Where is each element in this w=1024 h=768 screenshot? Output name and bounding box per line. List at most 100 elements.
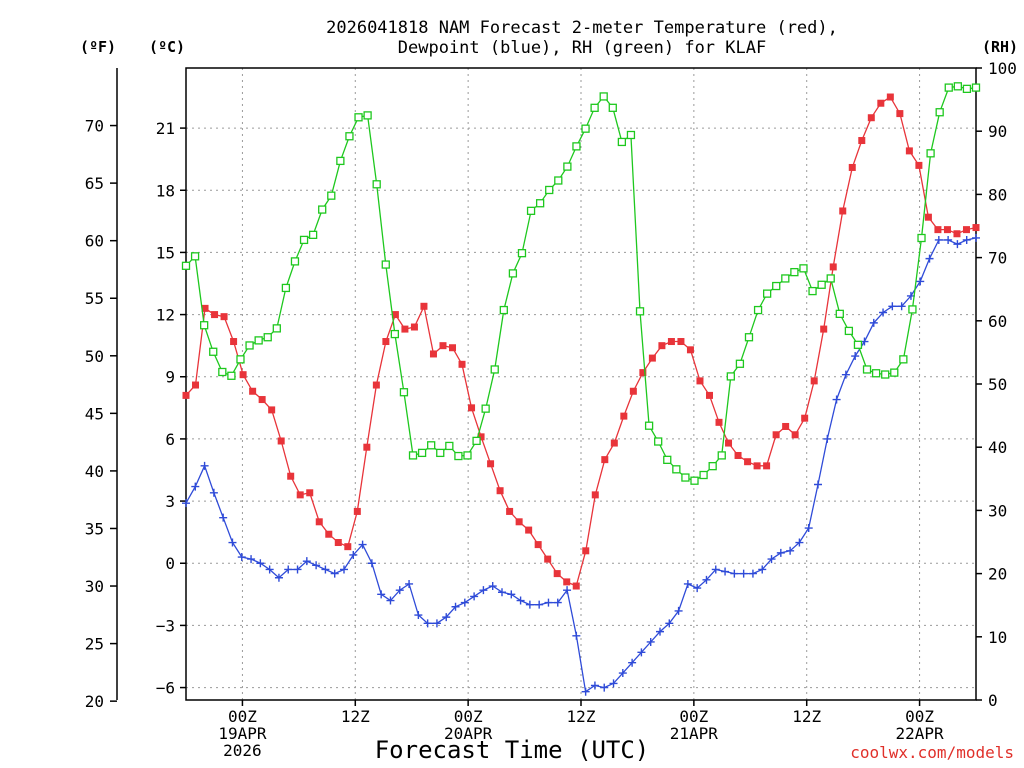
dewpoint-point (349, 550, 358, 559)
rh-point (681, 473, 690, 482)
rh-point (481, 404, 490, 413)
temperature-point (753, 462, 761, 470)
dewpoint-point (832, 395, 841, 404)
temperature-point (829, 263, 837, 271)
x-tick-label: 00Z (228, 707, 257, 726)
rh-point (717, 451, 726, 460)
celsius-axis-label: (ºC) (149, 38, 185, 56)
dewpoint-point (200, 461, 209, 470)
dewpoint-point (479, 586, 488, 595)
temperature-point (734, 451, 742, 459)
temperature-point (639, 369, 647, 377)
rh-point (599, 92, 608, 101)
temperature-point (696, 377, 704, 385)
temperature-point (372, 381, 380, 389)
dewpoint-point (739, 569, 748, 578)
rh-axis-label: (RH) (982, 38, 1018, 56)
rh-point (690, 476, 699, 485)
dewpoint-point (925, 254, 934, 263)
dewpoint-point (711, 565, 720, 574)
tick-labels: 20 25 30 35 40 45 50 55 60 65 70 −6 −3 0 3 6 9 12 15 18 21 0 1… (85, 59, 1017, 760)
dewpoint-point (442, 613, 451, 622)
temperature-point (886, 93, 894, 101)
temperature-point (705, 391, 713, 399)
dewpoint-point (841, 370, 850, 379)
temperature-point (686, 346, 694, 354)
dewpoint-point (888, 302, 897, 311)
rh-point (708, 462, 717, 471)
temperature-point (610, 439, 618, 447)
x-tick-label: 00Z (454, 707, 483, 726)
dewpoint-point (293, 565, 302, 574)
c-tick-label: 18 (156, 181, 175, 200)
rh-tick-label: 50 (988, 375, 1007, 394)
c-tick-label: 6 (165, 430, 175, 449)
temperature-point (553, 570, 561, 578)
rh-point (953, 82, 962, 91)
temperature-point (220, 313, 228, 321)
temperature-point (791, 431, 799, 439)
rh-point (635, 307, 645, 316)
dewpoint-point (488, 582, 497, 591)
c-tick-label: 0 (165, 554, 175, 573)
temperature-point (877, 99, 885, 107)
dewpoint-point (395, 586, 404, 595)
rh-point (762, 289, 772, 298)
temperature-point (487, 460, 495, 468)
rh-point (417, 448, 427, 458)
rh-point (263, 333, 272, 342)
temperature-point (601, 456, 609, 464)
rh-point (617, 137, 627, 147)
dewpoint-point (572, 631, 581, 640)
c-tick-label: 21 (156, 119, 175, 138)
temperature-point (677, 338, 685, 346)
dewpoint-point (525, 600, 534, 609)
dewpoint-point (209, 488, 218, 497)
rh-point (427, 441, 436, 450)
dewpoint-point (414, 611, 423, 620)
rh-point (227, 371, 236, 380)
temperature-line (185, 96, 977, 587)
f-tick-label: 20 (85, 692, 104, 711)
temperature-point (353, 507, 361, 515)
series-dewpoint (182, 233, 980, 696)
rh-point (254, 336, 263, 345)
temperature-point (468, 404, 476, 412)
x-tick-label: 19APR (218, 724, 267, 743)
dewpoint-point (646, 637, 655, 646)
rh-point (290, 257, 300, 266)
rh-line (185, 85, 977, 482)
series-temperature (182, 93, 980, 590)
rh-point (862, 365, 872, 374)
x-tick-label: 12Z (341, 707, 370, 726)
rh-point (299, 235, 309, 245)
rh-point (200, 321, 209, 330)
dewpoint-point (674, 606, 683, 615)
dewpoint-point (377, 590, 386, 599)
axes (110, 67, 982, 706)
temperature-point (848, 163, 856, 171)
rh-point (535, 199, 545, 208)
temperature-point (315, 518, 323, 526)
rh-tick-label: 20 (988, 565, 1007, 584)
dewpoint-point (581, 687, 590, 696)
c-tick-label: −3 (156, 616, 175, 635)
temperature-point (563, 578, 571, 586)
rh-point (871, 369, 881, 378)
dewpoint-point (358, 540, 367, 549)
dewpoint-point (851, 352, 860, 361)
dewpoint-point (470, 592, 479, 601)
rh-point (917, 233, 926, 243)
rh-point (772, 281, 781, 291)
dewpoint-point (219, 513, 228, 522)
temperature-point (953, 230, 961, 238)
rh-point (572, 142, 581, 151)
dewpoint-point (618, 669, 627, 678)
fahrenheit-axis-label: (ºF) (80, 38, 116, 56)
dewpoint-point (247, 555, 256, 564)
rh-point (381, 260, 390, 269)
rh-point (390, 329, 400, 339)
f-tick-label: 35 (85, 519, 104, 538)
temperature-point (296, 491, 304, 499)
